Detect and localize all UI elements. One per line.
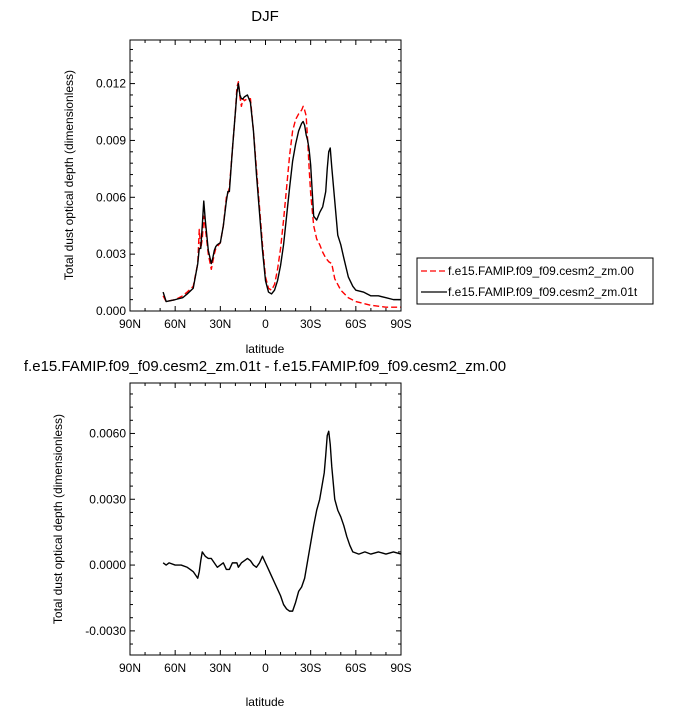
top-panel-x-tick-label: 60S [345, 317, 366, 331]
top-panel-x-label: latitude [246, 342, 285, 356]
top-panel-y-tick-label: 0.006 [96, 190, 126, 204]
bottom-panel-y-label: Total dust optical depth (dimensionless) [51, 414, 65, 624]
bottom-panel-y-tick-label: -0.0030 [85, 624, 126, 638]
bottom-panel-x-tick-label: 60S [345, 661, 366, 675]
legend-label-00: f.e15.FAMIP.f09_f09.cesm2_zm.00 [448, 264, 634, 278]
bottom-panel-x-tick-label: 60N [164, 661, 186, 675]
legend: f.e15.FAMIP.f09_f09.cesm2_zm.00 f.e15.FA… [416, 257, 654, 305]
top-panel-x-axis: 90N 60N 30N 0 30S 60S 90S [119, 40, 412, 331]
top-panel-x-tick-label: 30S [300, 317, 321, 331]
bottom-panel-series [162, 430, 402, 612]
bottom-panel-x-tick-label: 90S [390, 661, 411, 675]
bottom-panel-y-tick-label: 0.0060 [89, 426, 126, 440]
bottom-panel-title: f.e15.FAMIP.f09_f09.cesm2_zm.01t - f.e15… [24, 358, 506, 375]
top-panel-series [162, 80, 401, 308]
bottom-panel-x-tick-label: 30S [300, 661, 321, 675]
bottom-panel-x-tick-label: 90N [119, 661, 141, 675]
top-panel-x-tick-label: 90N [119, 317, 141, 331]
top-panel: DJF 90N 60N 30N 0 30S 60S 90S 0.0000.0030.0060… [62, 8, 412, 356]
legend-box [416, 257, 654, 305]
bottom-panel: f.e15.FAMIP.f09_f09.cesm2_zm.01t - f.e15… [24, 358, 506, 709]
top-panel-y-tick-label: 0.000 [96, 304, 126, 318]
top-panel-line-1 [162, 82, 401, 303]
top-panel-y-label: Total dust optical depth (dimensionless) [62, 70, 76, 280]
top-panel-y-tick-label: 0.009 [96, 133, 126, 147]
top-panel-x-tick-label: 60N [164, 317, 186, 331]
top-panel-x-tick-label: 90S [390, 317, 411, 331]
bottom-panel-frame [129, 382, 402, 656]
bottom-panel-x-label: latitude [246, 695, 285, 709]
top-panel-line-0 [162, 80, 401, 308]
bottom-panel-y-axis: -0.0030 0.0000 0.0030 0.0060 [85, 393, 401, 645]
top-panel-y-tick-label: 0.012 [96, 77, 126, 91]
legend-label-01t: f.e15.FAMIP.f09_f09.cesm2_zm.01t [448, 285, 638, 299]
bottom-panel-y-tick-label: 0.0000 [89, 558, 126, 572]
top-panel-title: DJF [251, 8, 279, 25]
bottom-panel-y-tick-label: 0.0030 [89, 492, 126, 506]
top-panel-y-axis: 0.000 0.003 0.006 0.009 0.012 [96, 48, 401, 318]
bottom-panel-line-0 [162, 430, 402, 612]
bottom-panel-x-tick-label: 30N [209, 661, 231, 675]
bottom-panel-x-tick-label: 0 [262, 661, 269, 675]
bottom-panel-x-axis: 90N 60N 30N 0 30S 60S 90S [119, 383, 412, 675]
top-panel-y-tick-label: 0.003 [96, 247, 126, 261]
top-panel-x-tick-label: 30N [209, 317, 231, 331]
top-panel-x-tick-label: 0 [262, 317, 269, 331]
